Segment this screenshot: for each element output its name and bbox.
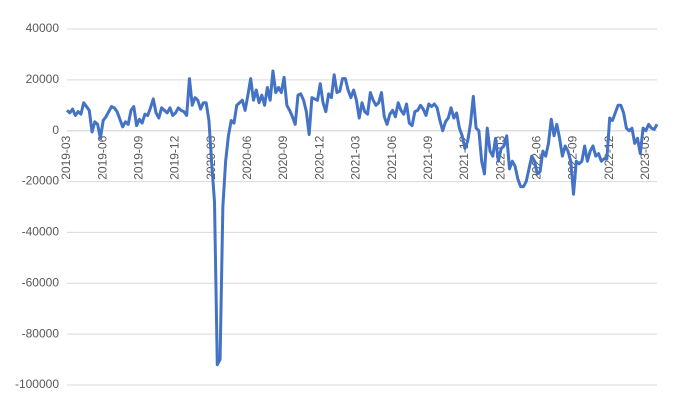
x-tick-label: 2020-12 [312,135,326,179]
x-tick-label: 2022-12 [602,135,616,179]
y-tick-label: -60000 [22,275,60,289]
y-tick-label: 0 [52,123,59,137]
x-tick-label: 2021-09 [421,135,435,179]
y-tick-label: -100000 [15,377,59,391]
y-tick-label: -80000 [22,326,60,340]
x-tick-label: 2019-12 [168,135,182,179]
y-tick-label: 20000 [26,72,60,86]
x-tick-label: 2020-09 [276,135,290,179]
x-tick-label: 2020-06 [240,135,254,179]
data-line [65,69,659,367]
y-tick-label: -20000 [22,174,60,188]
x-tick-label: 2019-09 [132,135,146,179]
x-tick-label: 2021-03 [349,135,363,179]
y-tick-label: 40000 [26,21,60,35]
y-tick-label: -40000 [22,225,60,239]
x-tick-label: 2019-03 [59,135,73,179]
x-tick-label: 2021-12 [457,135,471,179]
x-tick-label: 2021-06 [385,135,399,179]
x-tick-label: 2019-06 [95,135,109,179]
